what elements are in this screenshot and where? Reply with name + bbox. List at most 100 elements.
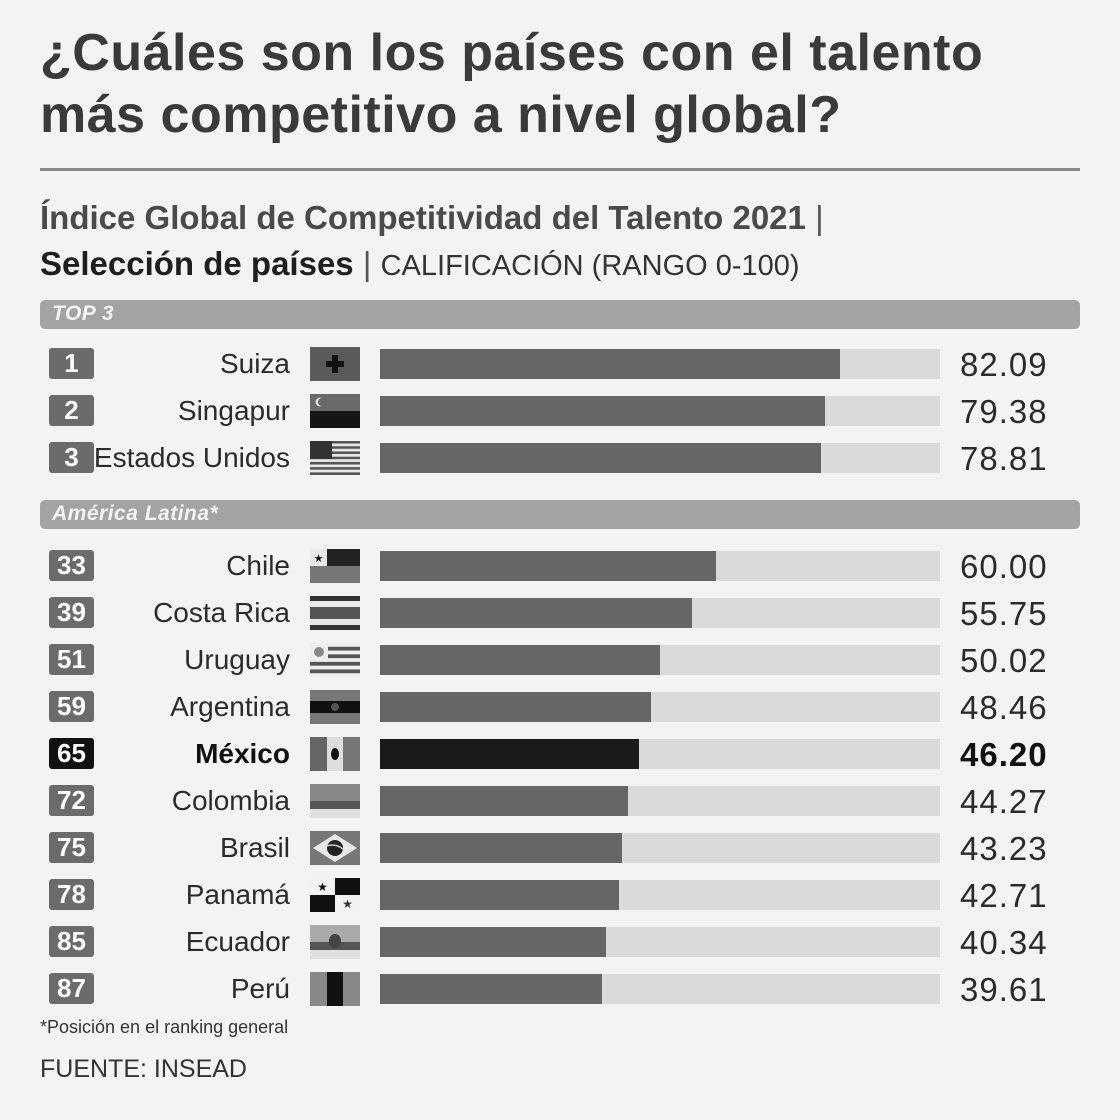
- rank-badge: 72: [49, 785, 94, 816]
- peru-flag-icon: [310, 972, 360, 1006]
- value-label: 40.34: [960, 924, 1048, 961]
- footnote: *Posición en el ranking general: [40, 1017, 289, 1037]
- source-note: FUENTE: INSEAD: [40, 1055, 247, 1083]
- section-top3-label: TOP 3: [52, 302, 115, 325]
- argentina-flag-icon: [310, 690, 360, 724]
- section-latam-label: América Latina*: [52, 502, 219, 525]
- bar-fill: [380, 692, 652, 722]
- panama-flag-icon: ★ ★: [310, 878, 360, 912]
- bar-track: [380, 880, 940, 910]
- bar-fill: [380, 645, 661, 675]
- section-latam: América Latina*: [40, 500, 1080, 529]
- country-label: Estados Unidos: [93, 442, 290, 473]
- rank-badge: 75: [49, 832, 94, 863]
- costa-rica-flag-icon: [310, 596, 360, 630]
- svg-text:★: ★: [314, 552, 324, 565]
- bar-track: [380, 974, 940, 1004]
- rank-badge: 65: [49, 738, 94, 769]
- value-label: 39.61: [960, 971, 1048, 1008]
- bar-track: [380, 396, 940, 426]
- bar-fill: [380, 880, 620, 910]
- value-label: 79.38: [960, 393, 1048, 430]
- bar-fill: [380, 443, 822, 473]
- bar-fill: [380, 551, 716, 581]
- singapore-flag-icon: [310, 394, 360, 428]
- bar-fill: [380, 786, 628, 816]
- value-label: 42.71: [960, 877, 1048, 914]
- brazil-flag-icon: [310, 831, 360, 865]
- subtitle-separator: |: [815, 199, 824, 236]
- bar-fill: [380, 833, 623, 863]
- country-label: Ecuador: [185, 926, 290, 957]
- bar-fill: [380, 598, 693, 628]
- subtitle-scale: CALIFICACIÓN (RANGO 0-100): [380, 250, 800, 282]
- rank-badge: 59: [49, 691, 94, 722]
- country-label: Colombia: [171, 785, 290, 816]
- rank-badge: 87: [49, 973, 94, 1004]
- country-label: Brasil: [219, 832, 290, 863]
- value-label: 82.09: [960, 346, 1048, 383]
- bar-fill: [380, 396, 825, 426]
- rank-badge: 3: [49, 442, 94, 473]
- country-label: Chile: [226, 550, 290, 581]
- value-label: 50.02: [960, 642, 1048, 679]
- colombia-flag-icon: [310, 784, 360, 818]
- country-label: Singapur: [177, 395, 290, 426]
- rank-badge: 1: [49, 348, 94, 379]
- bar-row: 87 Perú 39.61: [0, 970, 1120, 1010]
- bar-track: [380, 692, 940, 722]
- mexico-flag-icon: [310, 737, 360, 771]
- bar-fill: [380, 927, 606, 957]
- country-label: Suiza: [219, 348, 290, 379]
- svg-text:★: ★: [317, 880, 328, 894]
- section-top3: TOP 3: [40, 300, 1080, 329]
- country-label: Costa Rica: [153, 597, 290, 628]
- country-label: Panamá: [185, 879, 290, 910]
- chart-title: ¿Cuáles son los países con el talento má…: [40, 24, 984, 144]
- bar-track: [380, 786, 940, 816]
- bar-row: 39 Costa Rica 55.75: [0, 594, 1120, 634]
- bar-track: [380, 443, 940, 473]
- bar-row: 51 Uruguay 50.02: [0, 641, 1120, 681]
- bar-row: 85 Ecuador 40.34: [0, 923, 1120, 963]
- bar-row: 72 Colombia 44.27: [0, 782, 1120, 822]
- bar-row: 33 Chile ★ 60.00: [0, 547, 1120, 587]
- value-label: 60.00: [960, 548, 1048, 585]
- value-label: 46.20: [960, 736, 1048, 773]
- switzerland-flag-icon: [310, 347, 360, 381]
- usa-flag-icon: [310, 441, 360, 475]
- bar-track: [380, 551, 940, 581]
- value-label: 43.23: [960, 830, 1048, 867]
- bar-fill: [380, 974, 602, 1004]
- bar-track: [380, 598, 940, 628]
- bar-row: 59 Argentina 48.46: [0, 688, 1120, 728]
- value-label: 55.75: [960, 595, 1048, 632]
- rank-badge: 51: [49, 644, 94, 675]
- chile-flag-icon: ★: [310, 549, 360, 583]
- rank-badge: 78: [49, 879, 94, 910]
- subtitle-separator: |: [362, 245, 372, 282]
- bar-row: 2 Singapur 79.38: [0, 392, 1120, 432]
- bar-track: [380, 739, 940, 769]
- subtitle-index-name: Índice Global de Competitividad del Tale…: [40, 199, 806, 236]
- bar-row: 75 Brasil 43.23: [0, 829, 1120, 869]
- bar-track: [380, 349, 940, 379]
- bar-fill: [380, 739, 639, 769]
- country-label: Argentina: [170, 691, 290, 722]
- value-label: 78.81: [960, 440, 1048, 477]
- uruguay-flag-icon: [310, 643, 360, 677]
- country-label: México: [195, 738, 290, 769]
- rank-badge: 33: [49, 550, 94, 581]
- chart-subtitle: Índice Global de Competitividad del Tale…: [40, 195, 1100, 289]
- bar-track: [380, 927, 940, 957]
- value-label: 48.46: [960, 689, 1048, 726]
- subtitle-selection: Selección de países: [40, 245, 354, 282]
- title-divider: [40, 168, 1080, 171]
- bar-row: 78 Panamá ★ ★ 42.71: [0, 876, 1120, 916]
- country-label: Perú: [230, 973, 290, 1004]
- rank-badge: 39: [49, 597, 94, 628]
- rank-badge: 2: [49, 395, 94, 426]
- bar-track: [380, 833, 940, 863]
- bar-row: 65 México 46.20: [0, 735, 1120, 775]
- bar-row: 1 Suiza 82.09: [0, 345, 1120, 385]
